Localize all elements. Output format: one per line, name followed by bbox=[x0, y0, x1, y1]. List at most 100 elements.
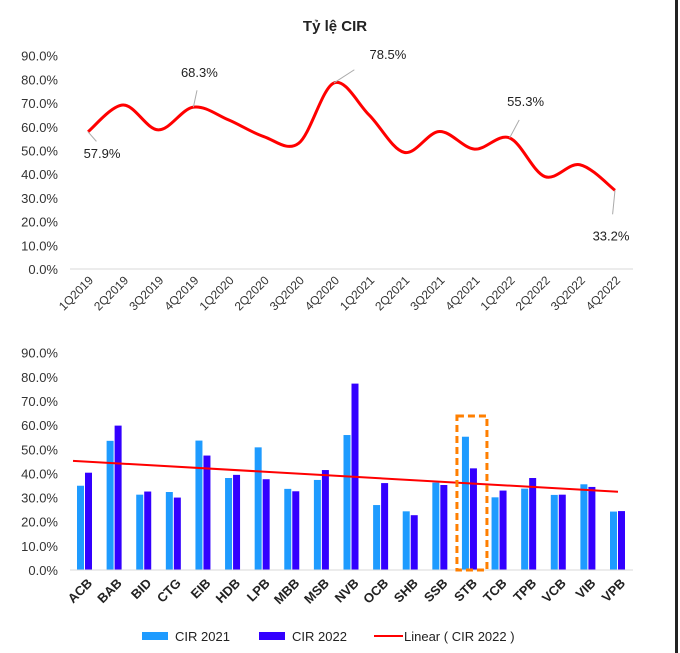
bar-cir-2022 bbox=[440, 485, 448, 570]
y-tick-label: 0.0% bbox=[28, 262, 58, 277]
x-tick-label: NVB bbox=[332, 576, 362, 606]
x-tick-label: TPB bbox=[510, 576, 539, 605]
x-tick-label: VCB bbox=[539, 576, 569, 606]
y-tick-label: 50.0% bbox=[21, 442, 58, 457]
x-tick-label: 3Q2022 bbox=[548, 273, 588, 313]
y-tick-label: 80.0% bbox=[21, 370, 58, 385]
y-tick-label: 90.0% bbox=[21, 346, 58, 361]
x-tick-label: EIB bbox=[188, 576, 214, 602]
y-tick-label: 30.0% bbox=[21, 191, 58, 206]
x-tick-label: SHB bbox=[391, 576, 421, 606]
bar-cir-2022 bbox=[321, 470, 329, 570]
legend-label: Linear ( CIR 2022 ) bbox=[404, 629, 515, 644]
bar-cir-2022 bbox=[499, 490, 507, 570]
bar-cir-2021 bbox=[165, 492, 173, 570]
bar-cir-2022 bbox=[588, 486, 596, 570]
x-tick-label: 1Q2022 bbox=[478, 273, 518, 313]
bar-cir-2022 bbox=[469, 468, 477, 570]
x-tick-label: 4Q2020 bbox=[302, 273, 342, 313]
bar-cir-2021 bbox=[461, 436, 469, 570]
bar-cir-2022 bbox=[262, 479, 270, 570]
y-tick-label: 60.0% bbox=[21, 418, 58, 433]
x-tick-label: 4Q2019 bbox=[161, 273, 201, 313]
x-tick-label: 2Q2020 bbox=[232, 273, 272, 313]
x-tick-label: 2Q2021 bbox=[372, 273, 412, 313]
window-border bbox=[675, 0, 678, 653]
bar-cir-2021 bbox=[373, 505, 381, 570]
y-tick-label: 60.0% bbox=[21, 120, 58, 135]
x-tick-label: VIB bbox=[573, 576, 599, 602]
bar-cir-2021 bbox=[225, 478, 233, 570]
bar-cir-2021 bbox=[77, 485, 84, 570]
y-tick-label: 90.0% bbox=[21, 49, 58, 64]
x-tick-label: 4Q2022 bbox=[583, 273, 623, 313]
bar-cir-2021 bbox=[610, 511, 617, 570]
leader-line bbox=[509, 119, 520, 139]
leader-line bbox=[612, 190, 616, 215]
x-tick-label: BID bbox=[128, 576, 154, 602]
y-tick-label: 20.0% bbox=[21, 515, 58, 530]
x-tick-label: MBB bbox=[271, 576, 303, 608]
y-tick-label: 80.0% bbox=[21, 72, 58, 87]
y-tick-label: 40.0% bbox=[21, 466, 58, 481]
x-tick-label: 1Q2020 bbox=[197, 273, 237, 313]
x-tick-label: 1Q2019 bbox=[56, 273, 96, 313]
bar-cir-2022 bbox=[233, 474, 241, 570]
bar-cir-2021 bbox=[521, 488, 529, 570]
x-tick-label: 3Q2021 bbox=[407, 273, 447, 313]
y-tick-label: 30.0% bbox=[21, 491, 58, 506]
bar-cir-2021 bbox=[550, 494, 558, 570]
bar-cir-2021 bbox=[254, 447, 262, 570]
leader-line bbox=[333, 69, 355, 84]
x-tick-label: 4Q2021 bbox=[442, 273, 482, 313]
legend-label: CIR 2021 bbox=[175, 629, 230, 644]
bar-cir-2022 bbox=[618, 511, 625, 570]
data-label: 55.3% bbox=[507, 94, 544, 109]
chart-title: Tỷ lệ CIR bbox=[302, 18, 368, 35]
x-tick-label: 2Q2022 bbox=[513, 273, 553, 313]
x-tick-label: ACB bbox=[65, 576, 96, 607]
bar-cir-2021 bbox=[580, 484, 588, 570]
x-tick-label: SSB bbox=[421, 576, 451, 606]
bar-cir-2021 bbox=[432, 482, 440, 570]
legend-swatch-cir-2022 bbox=[259, 632, 285, 640]
legend-swatch-cir-2021 bbox=[142, 632, 168, 640]
y-tick-label: 70.0% bbox=[21, 394, 58, 409]
x-tick-label: CTG bbox=[154, 576, 184, 606]
x-tick-label: MSB bbox=[301, 576, 332, 607]
bar-cir-2021 bbox=[402, 511, 410, 570]
x-tick-label: BAB bbox=[94, 576, 125, 607]
y-tick-label: 40.0% bbox=[21, 167, 58, 182]
bar-cir-2022 bbox=[381, 483, 389, 570]
data-label: 68.3% bbox=[181, 65, 218, 80]
bar-cir-2022 bbox=[529, 478, 537, 570]
bar-cir-2022 bbox=[85, 472, 92, 570]
x-tick-label: LPB bbox=[244, 576, 273, 605]
y-tick-label: 0.0% bbox=[28, 563, 58, 578]
leader-line bbox=[87, 131, 97, 142]
bar-cir-2022 bbox=[144, 491, 152, 570]
bar-cir-2021 bbox=[343, 435, 351, 570]
y-tick-label: 10.0% bbox=[21, 238, 58, 253]
cir-line bbox=[87, 81, 616, 192]
leader-line bbox=[192, 90, 198, 108]
bar-cir-2022 bbox=[292, 491, 300, 570]
trendline bbox=[72, 459, 619, 493]
legend-label: CIR 2022 bbox=[292, 629, 347, 644]
bar-cir-2022 bbox=[114, 425, 122, 570]
bar-cir-2021 bbox=[106, 440, 114, 570]
bar-cir-2022 bbox=[173, 497, 181, 570]
x-tick-label: 3Q2020 bbox=[267, 273, 307, 313]
bar-cir-2021 bbox=[195, 440, 203, 570]
bar-cir-2021 bbox=[284, 488, 292, 570]
y-tick-label: 50.0% bbox=[21, 144, 58, 159]
bar-cir-2022 bbox=[203, 455, 211, 570]
y-tick-label: 70.0% bbox=[21, 96, 58, 111]
bar-cir-2022 bbox=[410, 515, 418, 570]
bar-cir-2022 bbox=[558, 494, 566, 570]
x-tick-label: VPB bbox=[599, 576, 629, 606]
bar-cir-2021 bbox=[313, 479, 321, 570]
bar-cir-2021 bbox=[491, 497, 499, 570]
x-tick-label: 1Q2021 bbox=[337, 273, 377, 313]
